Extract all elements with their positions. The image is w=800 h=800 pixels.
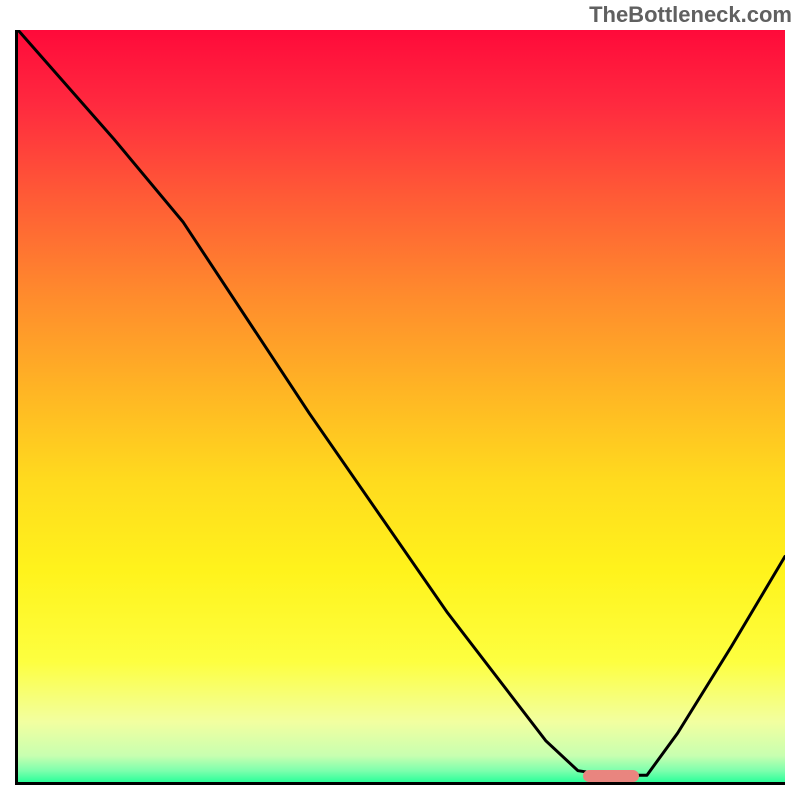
bottleneck-curve xyxy=(18,30,785,782)
plot-area xyxy=(15,30,785,785)
chart-container: TheBottleneck.com xyxy=(0,0,800,800)
optimal-marker xyxy=(583,770,639,782)
watermark-text: TheBottleneck.com xyxy=(589,2,792,28)
